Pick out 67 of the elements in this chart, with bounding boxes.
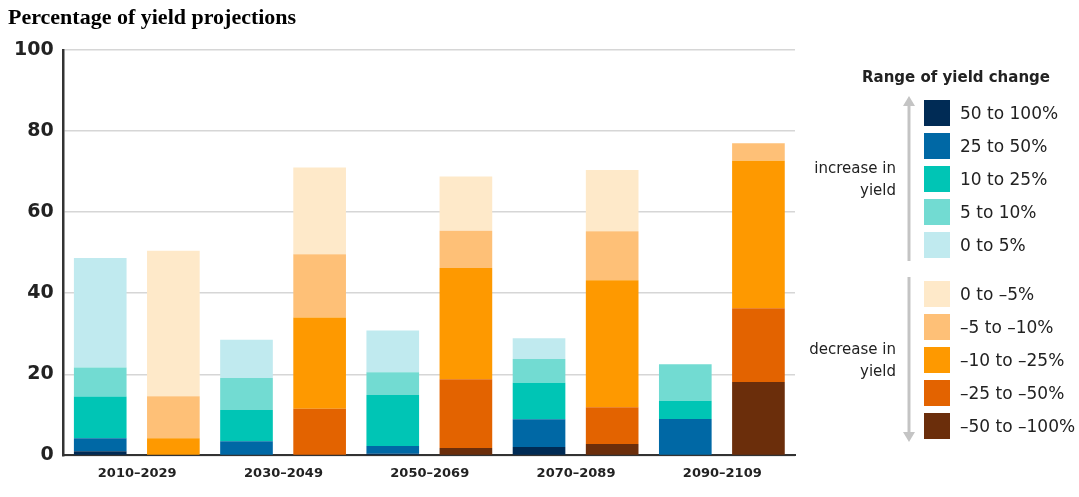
- bar: [73, 451, 127, 455]
- bar: [512, 446, 566, 455]
- bar: [658, 418, 712, 455]
- bar: [585, 231, 639, 281]
- y-tick-label: 40: [27, 280, 54, 303]
- bar: [147, 438, 200, 455]
- bar: [220, 339, 273, 378]
- bar: [512, 338, 566, 359]
- bar: [732, 308, 785, 383]
- bar: [220, 441, 273, 455]
- bar: [585, 407, 639, 445]
- text: decrease in yield: [808, 338, 897, 382]
- bar: [512, 358, 566, 383]
- text: increase in yield: [813, 157, 897, 201]
- x-tick-label: 2050–2069: [390, 464, 470, 480]
- y-tick-label: 100: [13, 36, 54, 59]
- bar: [658, 364, 712, 401]
- bar: [512, 382, 566, 420]
- y-tick-label: 0: [40, 442, 54, 465]
- bar: [366, 395, 420, 447]
- bar: [147, 396, 200, 439]
- bar: [366, 330, 420, 373]
- bar: [293, 408, 346, 455]
- bar: [293, 167, 346, 255]
- y-tick-label: 60: [27, 199, 54, 222]
- bar: [366, 372, 420, 395]
- legend-title: Range of yield change: [862, 68, 1051, 86]
- legend-label: 5 to 10%: [960, 201, 1037, 222]
- legend-label: –50 to –100%: [960, 415, 1076, 436]
- bar: [658, 400, 712, 419]
- y-tick-label: 20: [27, 361, 54, 384]
- bar: [585, 170, 639, 232]
- bar: [439, 230, 493, 269]
- bar: [73, 367, 127, 397]
- bar: [439, 379, 493, 449]
- bar: [732, 160, 785, 309]
- bar: [732, 382, 785, 455]
- bar: [73, 438, 127, 452]
- bar: [439, 448, 493, 455]
- x-tick-label: 2030–2049: [244, 464, 323, 480]
- bar: [732, 143, 785, 161]
- bar: [585, 444, 639, 455]
- chart-title: Percentage of yield projections: [8, 4, 297, 30]
- legend-label: 0 to 5%: [960, 234, 1026, 255]
- legend-label: 50 to 100%: [960, 102, 1059, 123]
- bar: [439, 176, 493, 231]
- legend-label: 10 to 25%: [960, 168, 1048, 189]
- legend-label: 25 to 50%: [960, 135, 1048, 156]
- bar: [73, 396, 127, 439]
- x-tick-label: 2070–2089: [536, 464, 616, 480]
- bar: [585, 280, 639, 408]
- bar: [366, 446, 420, 454]
- y-tick-label: 80: [27, 118, 54, 141]
- legend-label: –5 to –10%: [960, 316, 1054, 337]
- legend-label: –10 to –25%: [960, 349, 1065, 370]
- bar: [439, 268, 493, 380]
- bar: [293, 317, 346, 409]
- bar: [220, 377, 273, 410]
- bar: [73, 257, 127, 368]
- x-tick-label: 2010–2029: [97, 464, 177, 480]
- bar: [293, 254, 346, 318]
- x-tick-label: 2090–2109: [682, 464, 762, 480]
- legend-label: –25 to –50%: [960, 382, 1065, 403]
- bar: [147, 250, 200, 397]
- bar: [512, 419, 566, 447]
- legend-label: 0 to –5%: [960, 283, 1035, 304]
- bar: [220, 410, 273, 442]
